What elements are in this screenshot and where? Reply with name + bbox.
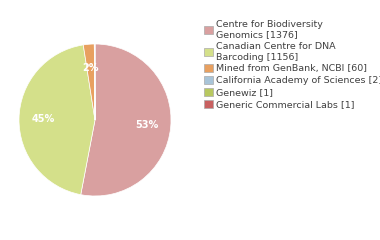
Wedge shape [94, 44, 95, 120]
Text: 53%: 53% [135, 120, 158, 130]
Text: 45%: 45% [32, 114, 55, 124]
Wedge shape [19, 45, 95, 195]
Wedge shape [83, 44, 95, 120]
Text: 2%: 2% [82, 64, 99, 73]
Wedge shape [81, 44, 171, 196]
Legend: Centre for Biodiversity
Genomics [1376], Canadian Centre for DNA
Barcoding [1156: Centre for Biodiversity Genomics [1376],… [204, 20, 380, 109]
